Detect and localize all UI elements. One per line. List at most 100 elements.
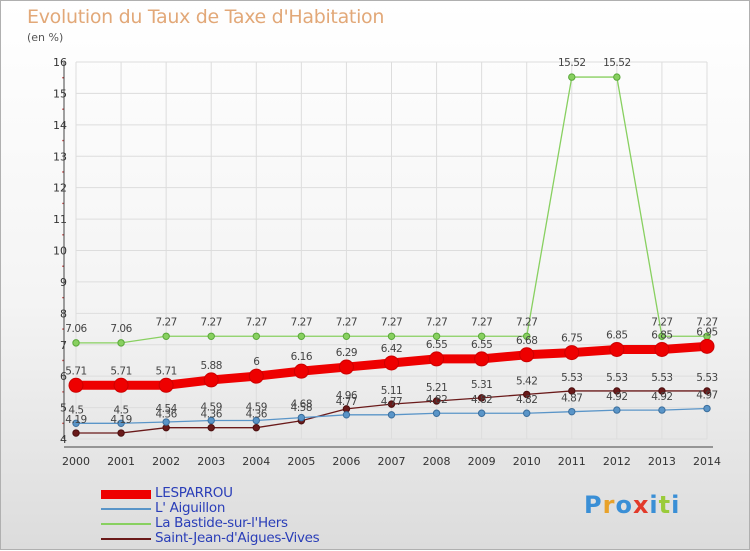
data-label: 15.52 — [603, 57, 631, 69]
x-tick-label: 2005 — [287, 455, 315, 468]
data-label: 5.21 — [426, 382, 447, 394]
data-label: 4.58 — [291, 402, 312, 414]
data-point — [117, 339, 125, 347]
data-point — [703, 387, 711, 395]
data-label: 7.06 — [110, 323, 132, 335]
data-label: 5.53 — [606, 372, 627, 384]
data-label: 4.5 — [68, 404, 83, 416]
data-point — [703, 404, 711, 413]
data-point — [207, 416, 215, 425]
data-label: 7.27 — [426, 316, 447, 328]
data-point — [568, 407, 576, 416]
data-label: 4.82 — [471, 394, 492, 406]
legend-item: Saint-Jean-d'Aigues-Vives — [101, 531, 381, 546]
data-label: 5.42 — [516, 375, 537, 387]
x-tick-label: 2002 — [152, 455, 180, 468]
data-label: 4.36 — [155, 409, 177, 421]
y-minor-tick — [62, 359, 64, 362]
data-point — [162, 418, 170, 426]
data-label: 4.82 — [516, 394, 537, 406]
x-tick-label: 2008 — [423, 455, 451, 468]
data-point — [477, 409, 486, 417]
data-label: 7.27 — [155, 316, 176, 328]
y-minor-tick — [62, 296, 64, 299]
data-point — [477, 394, 486, 402]
data-point — [387, 400, 396, 408]
data-point — [207, 423, 215, 432]
data-label: 4.68 — [291, 399, 312, 411]
data-label: 6.85 — [606, 329, 627, 341]
data-point — [613, 406, 621, 414]
data-point — [387, 332, 396, 340]
data-point — [519, 347, 535, 363]
data-label: 6.42 — [381, 343, 402, 355]
data-point — [117, 419, 125, 427]
data-point — [609, 341, 625, 357]
data-point — [429, 351, 445, 367]
y-tick-label: 11 — [53, 213, 67, 226]
data-point — [158, 377, 174, 393]
legend-label: L' Aiguillon — [155, 500, 226, 516]
y-tick-label: 15 — [53, 87, 67, 100]
data-label: 7.27 — [336, 316, 357, 328]
x-tick-label: 2012 — [603, 455, 631, 468]
x-tick-label: 2001 — [107, 455, 135, 468]
x-tick-label: 2006 — [332, 455, 360, 468]
data-point — [523, 332, 531, 340]
chart-title: Evolution du Taux de Taxe d'Habitation — [27, 6, 385, 28]
data-label: 4.5 — [113, 404, 128, 416]
data-point — [72, 419, 80, 427]
data-label: 7.27 — [651, 316, 672, 328]
y-tick-label: 13 — [53, 150, 67, 163]
data-label: 6.16 — [291, 351, 313, 363]
x-tick-label: 2007 — [378, 455, 406, 468]
data-label: 5.53 — [696, 372, 717, 384]
data-point — [699, 338, 715, 354]
data-point — [207, 332, 215, 340]
data-label: 4.92 — [651, 391, 672, 403]
y-minor-tick — [62, 233, 64, 236]
data-label: 6.29 — [336, 347, 357, 359]
data-label: 4.54 — [155, 403, 177, 415]
data-label: 7.27 — [291, 316, 312, 328]
logo-letter: t — [658, 491, 672, 519]
proxiti-logo: Proxiti — [584, 491, 680, 519]
data-label: 5.53 — [561, 372, 582, 384]
data-label: 4.96 — [336, 390, 358, 402]
data-point — [72, 339, 80, 347]
logo-letter: P — [584, 491, 603, 519]
data-label: 6 — [253, 356, 260, 368]
data-point — [658, 406, 666, 414]
data-label: 6.95 — [696, 326, 717, 338]
legend-swatch — [101, 489, 151, 499]
y-minor-tick — [62, 108, 64, 110]
data-label: 6.85 — [651, 329, 672, 341]
y-minor-tick — [62, 202, 64, 205]
legend-label: La Bastide-sur-l'Hers — [155, 515, 288, 531]
data-point — [252, 423, 260, 432]
y-minor-tick — [62, 139, 64, 142]
data-label: 7.27 — [471, 316, 492, 328]
legend-label: Saint-Jean-d'Aigues-Vives — [155, 530, 320, 546]
data-label: 5.88 — [201, 360, 222, 372]
data-point — [658, 387, 666, 395]
y-minor-tick — [62, 265, 64, 268]
data-label: 4.19 — [110, 414, 131, 426]
data-label: 6.75 — [561, 333, 582, 345]
data-point — [342, 332, 351, 340]
data-label: 5.71 — [110, 365, 131, 377]
data-label: 5.71 — [65, 365, 86, 377]
x-tick-label: 2010 — [513, 455, 541, 468]
legend-swatch — [101, 508, 151, 510]
data-point — [297, 332, 306, 340]
logo-letter: x — [632, 491, 650, 519]
data-label: 4.97 — [696, 390, 717, 402]
data-point — [613, 387, 621, 395]
y-minor-tick — [62, 171, 64, 173]
data-point — [432, 332, 441, 340]
data-point — [564, 345, 580, 361]
y-tick-label: 12 — [53, 182, 67, 195]
data-label: 4.36 — [201, 409, 223, 421]
data-point — [613, 73, 621, 81]
